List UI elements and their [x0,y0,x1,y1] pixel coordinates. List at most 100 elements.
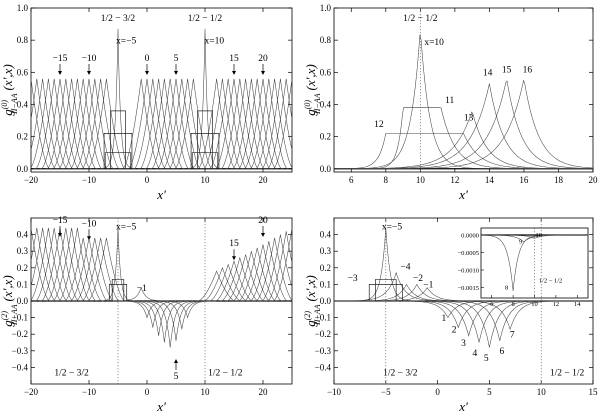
annotation-label: 3 [461,339,466,349]
annotation-label: 5 [484,354,489,364]
annotation-label: −4 [400,262,410,272]
series-line [132,78,174,170]
series-line [254,237,292,302]
series-line [146,300,206,341]
series-line [202,266,243,302]
annotation-label: −10 [82,54,97,64]
series-line [80,78,121,170]
annotation-label: x=−5 [116,36,136,46]
series-line [213,260,255,302]
annotation-label: 15 [229,54,239,64]
inset-annotation-label: 1/2 − 1/2 [539,277,563,284]
series-line [31,78,69,170]
y-tick-label: 0.8 [320,35,332,45]
x-tick-label: 0 [435,387,440,397]
series-line [231,251,272,302]
series-line [225,78,266,170]
series-line [31,227,52,302]
annotation-label: −15 [53,54,68,64]
series-line [144,78,185,170]
series-line [129,300,188,336]
annotation-label: 20 [258,54,268,64]
series-line [126,78,168,170]
series-line [260,234,292,302]
series-line [334,133,593,170]
annotation-arrowhead [261,71,265,76]
plot-frame [333,7,594,173]
annotation-label: 4 [473,349,478,359]
y-axis-title-sub: II−AA [313,93,322,115]
plot-frame [30,7,293,173]
y-axis-title-main: g [303,320,318,327]
annotation-arrowhead [87,71,91,76]
series-line [155,78,197,170]
series-line [196,78,237,170]
series-line [33,78,75,170]
inset-x-tick-label: 10 [531,301,538,308]
series-line [196,270,237,302]
y-tick-label: 0.1 [17,279,28,289]
plateau-line [190,133,220,169]
y-axis-title-args: (x',x) [303,275,318,301]
y-tick-label: 1.0 [17,3,29,13]
inset-y-tick-label: −0.0010 [457,268,479,275]
inset-annotation-label: 9 [519,238,522,245]
series-line [167,78,208,170]
x-tick-label: 20 [259,175,269,185]
x-tick-label: −5 [381,387,391,397]
y-tick-label: −0.1 [315,313,331,323]
x-tick-label: 8 [384,175,389,185]
y-tick-label: 0.1 [320,279,331,289]
x-axis-title: x' [458,399,468,413]
annotation-label: 6 [499,347,504,357]
series-line [260,78,292,170]
y-tick-label: 0.8 [17,35,29,45]
y-tick-label: −0.4 [315,362,332,372]
x-tick-label: 0 [145,387,150,397]
plateau-line [111,279,125,301]
inset-x-tick-label: 8 [511,301,514,308]
plateau-line [103,133,133,169]
series-line [39,78,81,170]
x-tick-label: 14 [485,175,495,185]
annotation-label: 5 [174,372,179,382]
series-line [265,231,292,302]
series-line [161,78,203,170]
series-line [213,78,255,170]
series-line [138,78,179,170]
series-line [236,247,278,302]
annotation-arrowhead [174,71,178,76]
series-line [173,78,214,170]
series-line [86,78,127,170]
series-line [207,78,249,170]
x-axis-title: x' [156,399,166,413]
series-line [120,78,162,170]
y-axis-title-main: g [0,109,15,116]
y-tick-label: 0.4 [320,99,332,109]
x-tick-label: −10 [82,387,97,397]
x-tick-label: 10 [537,387,547,397]
series-line [271,227,292,302]
x-tick-label: 15 [589,387,599,397]
annotation-label: 1/2 − 3/2 [383,369,418,379]
y-tick-label: 0.0 [320,164,332,174]
series-line [62,78,104,170]
series-line [334,34,593,170]
y-tick-label: −0.1 [12,313,28,323]
y-axis-title-sub: II−AA [313,304,322,326]
annotation-label: x=−5 [116,223,136,233]
series-line [80,237,121,302]
annotation-label: 15 [229,239,239,249]
series-line [135,300,194,343]
series-line [254,78,292,170]
series-line [57,227,98,302]
series-line-special [187,28,223,169]
annotation-arrowhead [174,359,178,364]
y-axis-title: g(0)II−AA (x',x) [303,64,322,116]
annotation-label: x=10 [204,36,224,46]
series-line [33,227,75,302]
annotation-label: −2 [413,274,423,284]
annotation-arrowhead [261,232,265,237]
series-line [57,78,98,170]
x-tick-label: 18 [554,175,564,185]
